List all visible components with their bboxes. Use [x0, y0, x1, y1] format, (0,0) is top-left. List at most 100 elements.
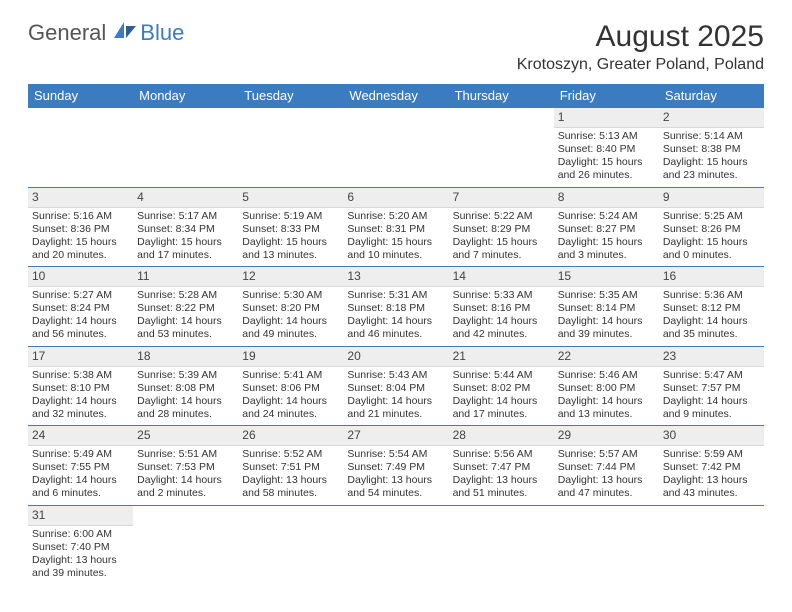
day-number: 20	[343, 347, 448, 367]
sunset-line: Sunset: 8:34 PM	[137, 223, 234, 236]
day-number: 16	[659, 267, 764, 287]
calendar-cell: 27Sunrise: 5:54 AMSunset: 7:49 PMDayligh…	[343, 426, 448, 506]
calendar-cell: 6Sunrise: 5:20 AMSunset: 8:31 PMDaylight…	[343, 187, 448, 267]
calendar-cell: 7Sunrise: 5:22 AMSunset: 8:29 PMDaylight…	[449, 187, 554, 267]
day-number: 24	[28, 426, 133, 446]
daylight-line: and 24 minutes.	[242, 408, 339, 421]
weekday-row: SundayMondayTuesdayWednesdayThursdayFrid…	[28, 84, 764, 108]
daylight-line: Daylight: 14 hours	[663, 315, 760, 328]
daylight-line: Daylight: 13 hours	[347, 474, 444, 487]
weekday-header: Wednesday	[343, 84, 448, 108]
daylight-line: Daylight: 14 hours	[453, 315, 550, 328]
day-number: 28	[449, 426, 554, 446]
day-number: 14	[449, 267, 554, 287]
sunrise-line: Sunrise: 5:25 AM	[663, 210, 760, 223]
daylight-line: and 17 minutes.	[137, 249, 234, 262]
sunrise-line: Sunrise: 5:16 AM	[32, 210, 129, 223]
day-number: 4	[133, 188, 238, 208]
calendar-row: 24Sunrise: 5:49 AMSunset: 7:55 PMDayligh…	[28, 426, 764, 506]
calendar-cell: 25Sunrise: 5:51 AMSunset: 7:53 PMDayligh…	[133, 426, 238, 506]
calendar-cell: 18Sunrise: 5:39 AMSunset: 8:08 PMDayligh…	[133, 346, 238, 426]
calendar-cell: 4Sunrise: 5:17 AMSunset: 8:34 PMDaylight…	[133, 187, 238, 267]
day-number: 15	[554, 267, 659, 287]
day-number: 11	[133, 267, 238, 287]
calendar-cell	[238, 505, 343, 584]
daylight-line: Daylight: 13 hours	[453, 474, 550, 487]
daylight-line: Daylight: 15 hours	[663, 156, 760, 169]
daylight-line: and 54 minutes.	[347, 487, 444, 500]
day-number: 22	[554, 347, 659, 367]
calendar-cell: 8Sunrise: 5:24 AMSunset: 8:27 PMDaylight…	[554, 187, 659, 267]
day-number: 17	[28, 347, 133, 367]
daylight-line: and 7 minutes.	[453, 249, 550, 262]
day-number: 18	[133, 347, 238, 367]
sunset-line: Sunset: 8:06 PM	[242, 382, 339, 395]
calendar-cell: 12Sunrise: 5:30 AMSunset: 8:20 PMDayligh…	[238, 267, 343, 347]
daylight-line: and 9 minutes.	[663, 408, 760, 421]
daylight-line: Daylight: 14 hours	[32, 474, 129, 487]
daylight-line: Daylight: 14 hours	[137, 395, 234, 408]
daylight-line: and 43 minutes.	[663, 487, 760, 500]
calendar-cell: 17Sunrise: 5:38 AMSunset: 8:10 PMDayligh…	[28, 346, 133, 426]
daylight-line: and 56 minutes.	[32, 328, 129, 341]
daylight-line: Daylight: 14 hours	[453, 395, 550, 408]
weekday-header: Saturday	[659, 84, 764, 108]
day-number: 12	[238, 267, 343, 287]
logo-word-2: Blue	[140, 20, 184, 46]
daylight-line: Daylight: 13 hours	[32, 554, 129, 567]
calendar-body: 1Sunrise: 5:13 AMSunset: 8:40 PMDaylight…	[28, 108, 764, 585]
daylight-line: Daylight: 15 hours	[453, 236, 550, 249]
daylight-line: and 23 minutes.	[663, 169, 760, 182]
calendar-head: SundayMondayTuesdayWednesdayThursdayFrid…	[28, 84, 764, 108]
calendar-cell	[133, 505, 238, 584]
sunrise-line: Sunrise: 5:35 AM	[558, 289, 655, 302]
daylight-line: Daylight: 15 hours	[32, 236, 129, 249]
day-number: 31	[28, 506, 133, 526]
daylight-line: Daylight: 14 hours	[32, 395, 129, 408]
sunset-line: Sunset: 8:12 PM	[663, 302, 760, 315]
calendar-cell: 19Sunrise: 5:41 AMSunset: 8:06 PMDayligh…	[238, 346, 343, 426]
daylight-line: and 21 minutes.	[347, 408, 444, 421]
day-number: 23	[659, 347, 764, 367]
sunset-line: Sunset: 8:20 PM	[242, 302, 339, 315]
calendar-cell: 30Sunrise: 5:59 AMSunset: 7:42 PMDayligh…	[659, 426, 764, 506]
calendar-cell: 23 Sunrise: 5:47 AMSunset: 7:57 PMDayligh…	[659, 346, 764, 426]
calendar-cell: 11Sunrise: 5:28 AMSunset: 8:22 PMDayligh…	[133, 267, 238, 347]
sunset-line: Sunset: 8:40 PM	[558, 143, 655, 156]
sail-icon	[112, 20, 138, 46]
sunset-line: Sunset: 8:08 PM	[137, 382, 234, 395]
daylight-line: Daylight: 15 hours	[242, 236, 339, 249]
sunrise-line: Sunrise: 5:27 AM	[32, 289, 129, 302]
sunrise-line: Sunrise: 5:22 AM	[453, 210, 550, 223]
calendar-cell: 22Sunrise: 5:46 AMSunset: 8:00 PMDayligh…	[554, 346, 659, 426]
sunset-line: Sunset: 8:27 PM	[558, 223, 655, 236]
calendar-row: 31Sunrise: 6:00 AMSunset: 7:40 PMDayligh…	[28, 505, 764, 584]
daylight-line: and 3 minutes.	[558, 249, 655, 262]
calendar-cell: 10Sunrise: 5:27 AMSunset: 8:24 PMDayligh…	[28, 267, 133, 347]
day-number: 19	[238, 347, 343, 367]
calendar-cell	[133, 108, 238, 188]
sunset-line: Sunset: 7:51 PM	[242, 461, 339, 474]
calendar-cell: 16 Sunrise: 5:36 AMSunset: 8:12 PMDayligh…	[659, 267, 764, 347]
daylight-line: Daylight: 14 hours	[32, 315, 129, 328]
sunset-line: Sunset: 7:57 PM	[663, 382, 760, 395]
daylight-line: Daylight: 14 hours	[558, 395, 655, 408]
daylight-line: Daylight: 13 hours	[558, 474, 655, 487]
sunset-line: Sunset: 8:16 PM	[453, 302, 550, 315]
logo-word-1: General	[28, 20, 106, 46]
weekday-header: Friday	[554, 84, 659, 108]
daylight-line: Daylight: 13 hours	[242, 474, 339, 487]
daylight-line: and 2 minutes.	[137, 487, 234, 500]
sunrise-line: Sunrise: 5:36 AM	[663, 289, 760, 302]
daylight-line: and 6 minutes.	[32, 487, 129, 500]
daylight-line: Daylight: 14 hours	[663, 395, 760, 408]
sunrise-line: Sunrise: 5:47 AM	[663, 369, 760, 382]
calendar-cell: 29Sunrise: 5:57 AMSunset: 7:44 PMDayligh…	[554, 426, 659, 506]
daylight-line: and 13 minutes.	[242, 249, 339, 262]
title-block: August 2025 Krotoszyn, Greater Poland, P…	[517, 20, 764, 74]
daylight-line: and 28 minutes.	[137, 408, 234, 421]
month-title: August 2025	[517, 20, 764, 54]
sunset-line: Sunset: 7:49 PM	[347, 461, 444, 474]
sunrise-line: Sunrise: 5:28 AM	[137, 289, 234, 302]
day-number: 25	[133, 426, 238, 446]
